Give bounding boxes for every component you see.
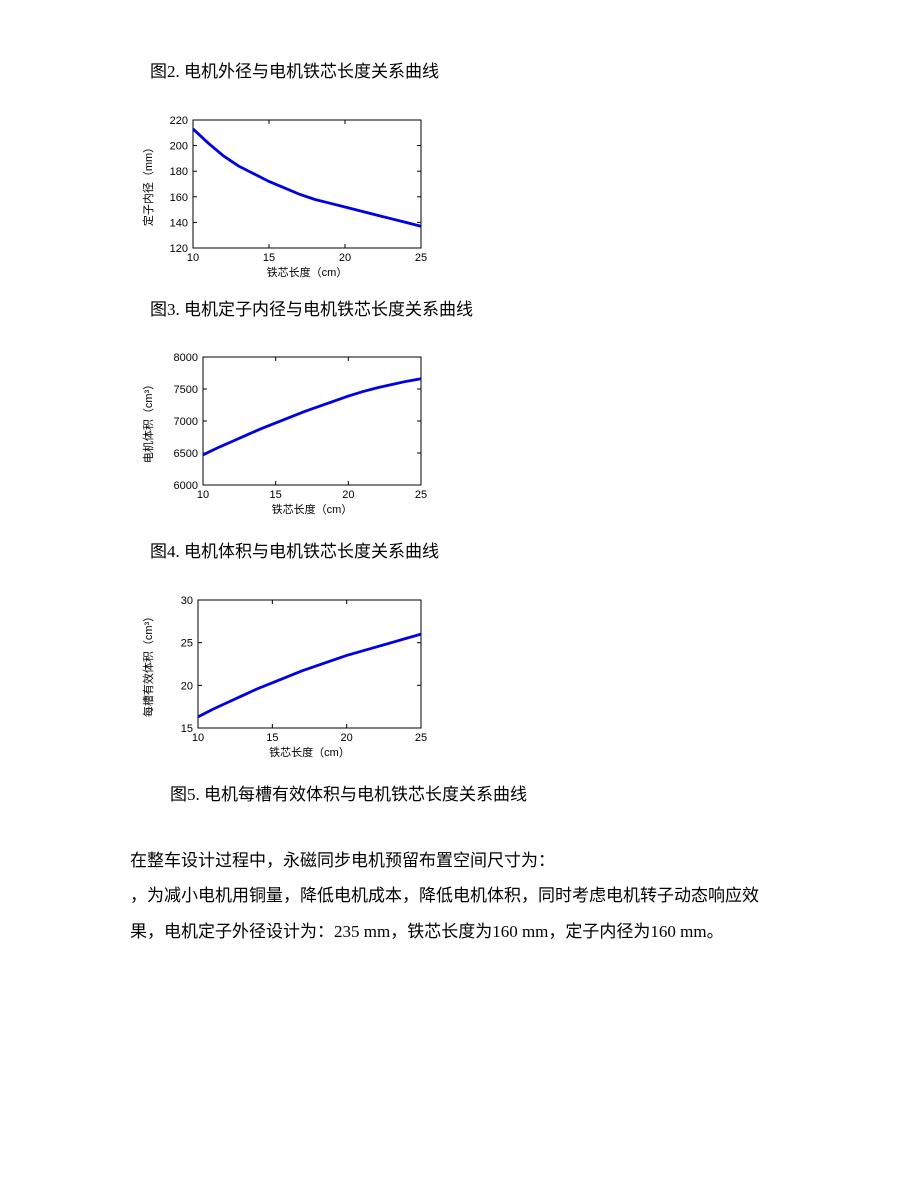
svg-text:7000: 7000 (174, 416, 198, 428)
svg-text:120: 120 (170, 243, 188, 255)
svg-text:电机体积（cm³）: 电机体积（cm³） (141, 379, 155, 463)
body-p2: ，为减小电机用铜量，降低电机成本，降低电机体积，同时考虑电机转子动态响应效果，电… (130, 878, 790, 949)
svg-text:6500: 6500 (174, 448, 198, 460)
svg-text:定子内径（mm）: 定子内径（mm） (141, 142, 155, 226)
svg-text:25: 25 (415, 252, 427, 264)
svg-text:10: 10 (197, 489, 209, 501)
svg-text:25: 25 (415, 489, 427, 501)
body-p1: 在整车设计过程中，永磁同步电机预留布置空间尺寸为： (130, 843, 790, 879)
svg-text:15: 15 (181, 723, 193, 735)
svg-text:180: 180 (170, 166, 188, 178)
svg-text:10: 10 (187, 252, 199, 264)
svg-text:20: 20 (339, 252, 351, 264)
svg-text:30: 30 (181, 595, 193, 607)
svg-text:20: 20 (342, 489, 354, 501)
svg-text:220: 220 (170, 115, 188, 127)
svg-text:15: 15 (266, 732, 278, 744)
svg-text:20: 20 (341, 732, 353, 744)
fig2-caption: 图2. 电机外径与电机铁芯长度关系曲线 (150, 54, 790, 90)
fig5-chart: 1015202515202530铁芯长度（cm）每槽有效体积（cm³） (138, 588, 790, 763)
svg-text:15: 15 (263, 252, 275, 264)
svg-text:7500: 7500 (174, 384, 198, 396)
fig4-svg: 10 15 20 25 6000 6500 7000 7500 8000 铁芯长度（cm） 电机体积… (138, 345, 443, 520)
fig5-svg: 1015202515202530铁芯长度（cm）每槽有效体积（cm³） (138, 588, 443, 763)
svg-text:10: 10 (192, 732, 204, 744)
fig4-caption: 图4. 电机体积与电机铁芯长度关系曲线 (150, 534, 790, 570)
svg-text:15: 15 (270, 489, 282, 501)
body-text: 在整车设计过程中，永磁同步电机预留布置空间尺寸为： ，为减小电机用铜量，降低电机… (130, 843, 790, 950)
fig3-caption: 图3. 电机定子内径与电机铁芯长度关系曲线 (150, 292, 790, 328)
svg-text:25: 25 (415, 732, 427, 744)
svg-text:6000: 6000 (174, 480, 198, 492)
svg-text:160: 160 (170, 191, 188, 203)
svg-text:铁芯长度（cm）: 铁芯长度（cm） (269, 745, 350, 759)
svg-text:25: 25 (181, 638, 193, 650)
svg-text:200: 200 (170, 140, 188, 152)
svg-text:140: 140 (170, 217, 188, 229)
fig3-svg: 10 15 20 25 120 140 160 180 200 220 铁芯长度（cm） 定子内径（m… (138, 108, 443, 278)
svg-text:20: 20 (181, 680, 193, 692)
svg-text:每槽有效体积（cm³）: 每槽有效体积（cm³） (141, 611, 155, 717)
fig5-caption: 图5. 电机每槽有效体积与电机铁芯长度关系曲线 (170, 777, 790, 813)
svg-text:8000: 8000 (174, 352, 198, 364)
fig3-chart: 10 15 20 25 120 140 160 180 200 220 铁芯长度（cm） 定子内径（m… (138, 108, 790, 278)
fig4-chart: 10 15 20 25 6000 6500 7000 7500 8000 铁芯长度（cm） 电机体积… (138, 345, 790, 520)
svg-text:铁芯长度（cm）: 铁芯长度（cm） (272, 502, 353, 516)
svg-text:铁芯长度（cm）: 铁芯长度（cm） (267, 265, 348, 278)
